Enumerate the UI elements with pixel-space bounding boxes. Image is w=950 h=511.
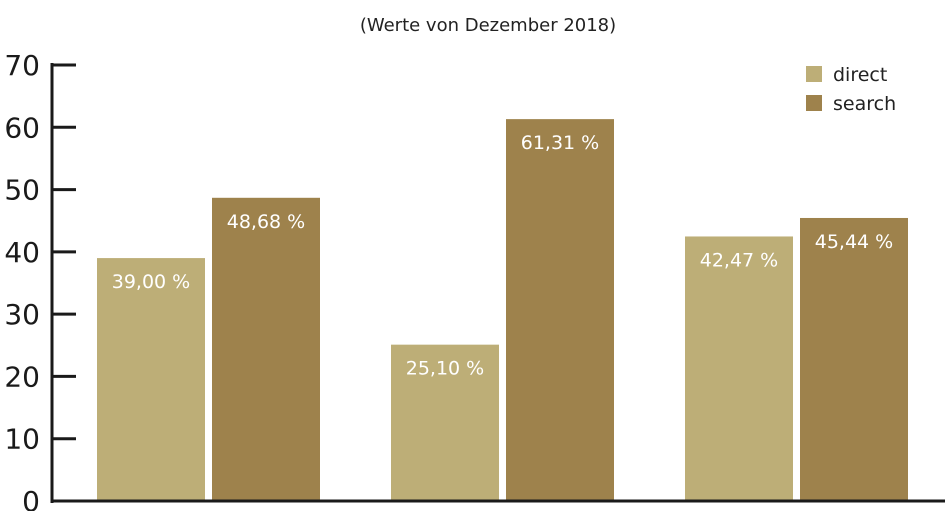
y-tick-label: 10 xyxy=(4,423,40,456)
y-tick-label: 0 xyxy=(22,485,40,511)
chart-subtitle: (Werte von Dezember 2018) xyxy=(360,15,616,36)
y-tick-label: 40 xyxy=(4,236,40,269)
bar-direct xyxy=(97,258,205,501)
y-axis: 0 10 20 30 40 50 60 70 xyxy=(4,49,76,511)
legend: direct search xyxy=(806,64,896,115)
bar-value-label: 39,00 % xyxy=(112,271,191,293)
bar-value-label: 48,68 % xyxy=(227,211,306,233)
y-tick-label: 30 xyxy=(4,298,40,331)
bar-search xyxy=(212,197,320,501)
bar-search xyxy=(800,217,908,502)
legend-swatch-direct xyxy=(806,66,822,82)
bar-direct xyxy=(391,344,499,501)
bar-value-label: 25,10 % xyxy=(406,358,485,380)
legend-label-search: search xyxy=(833,93,896,115)
legend-label-direct: direct xyxy=(833,64,887,86)
bar-direct xyxy=(685,236,793,501)
bar-value-label: 42,47 % xyxy=(700,249,779,271)
y-tick-label: 60 xyxy=(4,111,40,144)
bar-search xyxy=(506,119,614,502)
bar-value-label: 45,44 % xyxy=(815,231,894,253)
bar-value-label: 61,31 % xyxy=(521,132,600,154)
y-tick-label: 50 xyxy=(4,174,40,207)
legend-swatch-search xyxy=(806,95,822,111)
bars-group: 39,00 % 25,10 % 42,47 % 48,68 % 61,31 % 45,44… xyxy=(97,119,908,502)
y-tick-label: 20 xyxy=(4,360,40,393)
y-tick-label: 70 xyxy=(4,49,40,82)
